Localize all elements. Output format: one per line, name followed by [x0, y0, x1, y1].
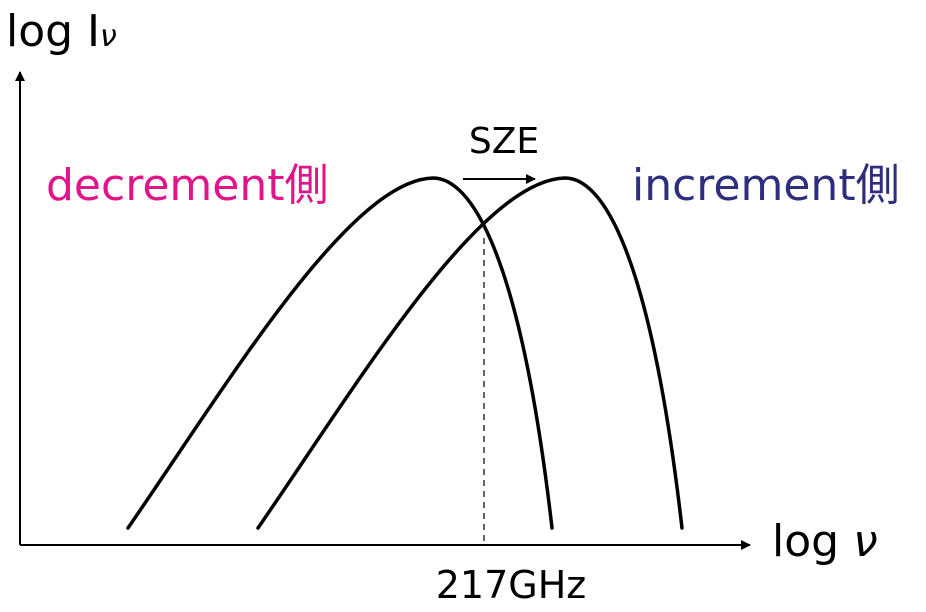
decrement-side-label: decrement側	[46, 160, 328, 211]
increment-side-label: increment側	[632, 160, 900, 211]
crossing-frequency-label: 217GHz	[436, 563, 587, 607]
shifted-spectrum-curve	[256, 176, 684, 530]
x-axis-label: log ν	[772, 516, 878, 567]
x-axis-label-variable: ν	[853, 516, 878, 567]
y-axis-label: log Iν	[6, 6, 117, 57]
sze-label: SZE	[469, 121, 539, 162]
y-axis-label-subscript: ν	[100, 19, 117, 54]
original-spectrum-curve	[126, 176, 554, 530]
